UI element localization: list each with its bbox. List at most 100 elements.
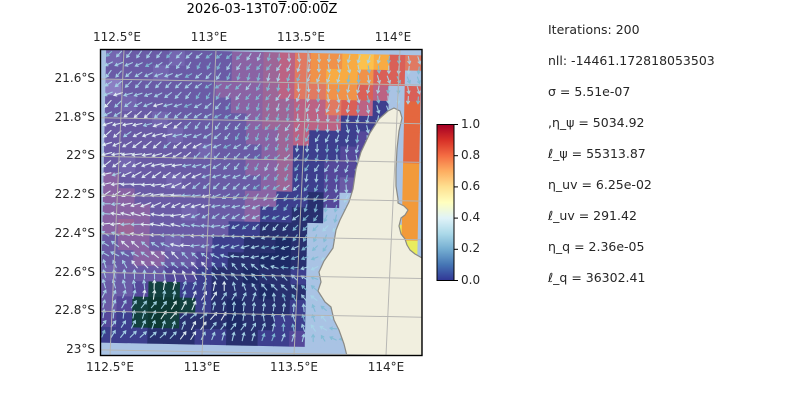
quiver-arrow (294, 164, 299, 172)
quiver-arrow (266, 83, 271, 92)
x-tick-label-bottom: 113°E (183, 360, 221, 374)
quiver-arrow (222, 182, 230, 190)
mesh-cell (133, 250, 150, 267)
quiver-arrow (335, 144, 339, 153)
quiver-arrow (271, 333, 276, 342)
mesh-cell (341, 84, 358, 101)
quiver-arrow (386, 65, 391, 75)
quiver-arrow (406, 65, 411, 75)
quiver-arrow (101, 211, 111, 216)
quiver-arrow (159, 331, 167, 339)
quiver-arrow (305, 124, 310, 133)
quiver-arrow (256, 63, 262, 71)
quiver-arrow (293, 184, 300, 192)
quiver-arrow (265, 133, 270, 142)
colorbar-tick-label: 0.8 (461, 147, 481, 162)
quiver-arrow (265, 113, 270, 122)
quiver-arrow (124, 62, 134, 67)
quiver-arrow (141, 171, 152, 179)
quiver-arrow (194, 82, 203, 89)
mesh-cell (292, 160, 310, 177)
quiver-arrow (223, 162, 231, 170)
quiver-arrow (162, 171, 171, 179)
quiver-arrow (169, 242, 181, 247)
quiver-arrow (281, 302, 286, 312)
mesh-cell (180, 235, 198, 252)
mesh-cell (163, 281, 181, 298)
quiver-arrow (223, 113, 232, 119)
quiver-arrow (286, 83, 291, 93)
quiver-arrow (305, 104, 310, 113)
mesh-cell (118, 218, 135, 236)
quiver-arrow (406, 95, 411, 105)
mesh-cell (340, 130, 357, 148)
quiver-arrow (121, 279, 126, 289)
stats-line: Iterations: 200 (548, 22, 640, 37)
quiver-arrow (222, 280, 227, 292)
quiver-arrow (240, 245, 250, 250)
quiver-arrow (261, 322, 266, 332)
quiver-arrow (183, 103, 192, 108)
quiver-arrow (271, 215, 280, 220)
mesh-cell (133, 219, 151, 236)
quiver-arrow (191, 270, 198, 281)
mesh-cell (183, 81, 201, 98)
stats-line: ℓ_uv = 291.42 (548, 208, 637, 223)
quiver-arrow (357, 64, 362, 74)
quiver-arrow (163, 141, 171, 149)
quiver-arrow (291, 323, 296, 332)
quiver-arrow (153, 111, 162, 119)
mesh-cell (273, 314, 291, 332)
quiver-arrow (141, 153, 152, 157)
mesh-cell (403, 132, 420, 149)
y-tick-label: 22°S (66, 148, 95, 163)
quiver-arrow (355, 135, 360, 144)
quiver-arrow (130, 300, 137, 309)
mesh-cell (163, 328, 180, 345)
quiver-arrow (281, 322, 286, 332)
quiver-arrow (120, 222, 131, 227)
quiver-arrow (344, 144, 349, 154)
quiver-arrow (170, 300, 177, 310)
quiver-arrow (141, 319, 146, 330)
quiver-arrow (264, 163, 269, 172)
quiver-arrow (120, 211, 131, 216)
quiver-arrow (170, 222, 181, 227)
mesh-cell (342, 53, 359, 70)
quiver-arrow (225, 102, 231, 111)
mesh-cell (243, 267, 260, 285)
quiver-arrow (126, 50, 132, 59)
land-mass (317, 107, 422, 355)
quiver-arrow (184, 82, 193, 89)
quiver-arrow (245, 93, 251, 101)
quiver-arrow (212, 280, 217, 291)
quiver-arrow (122, 289, 127, 299)
quiver-arrow (152, 269, 157, 280)
mesh-cell (211, 267, 229, 284)
quiver-arrow (140, 260, 149, 269)
quiver-arrow (320, 305, 327, 311)
mesh-cell (102, 203, 120, 220)
quiver-arrow (337, 64, 342, 74)
quiver-arrow (144, 72, 153, 78)
quiver-arrow (260, 264, 269, 270)
quiver-arrow (323, 214, 328, 223)
mesh-cell (306, 253, 323, 271)
quiver-arrow (160, 261, 169, 269)
quiver-arrow (101, 152, 113, 157)
quiver-arrow (182, 290, 187, 301)
quiver-arrow (235, 132, 240, 141)
quiver-arrow (290, 265, 299, 270)
mesh-cell (258, 299, 275, 316)
quiver-arrow (142, 102, 153, 108)
quiver-arrow (286, 63, 292, 72)
quiver-arrow (160, 202, 171, 208)
quiver-arrow (224, 132, 231, 141)
quiver-arrow (160, 163, 173, 168)
y-tick-label: 22.4°S (54, 225, 95, 240)
quiver-arrow (143, 110, 152, 119)
quiver-arrow (192, 133, 202, 139)
quiver-arrow (140, 300, 148, 309)
quiver-arrow (202, 133, 212, 139)
mesh-cell (278, 98, 295, 115)
